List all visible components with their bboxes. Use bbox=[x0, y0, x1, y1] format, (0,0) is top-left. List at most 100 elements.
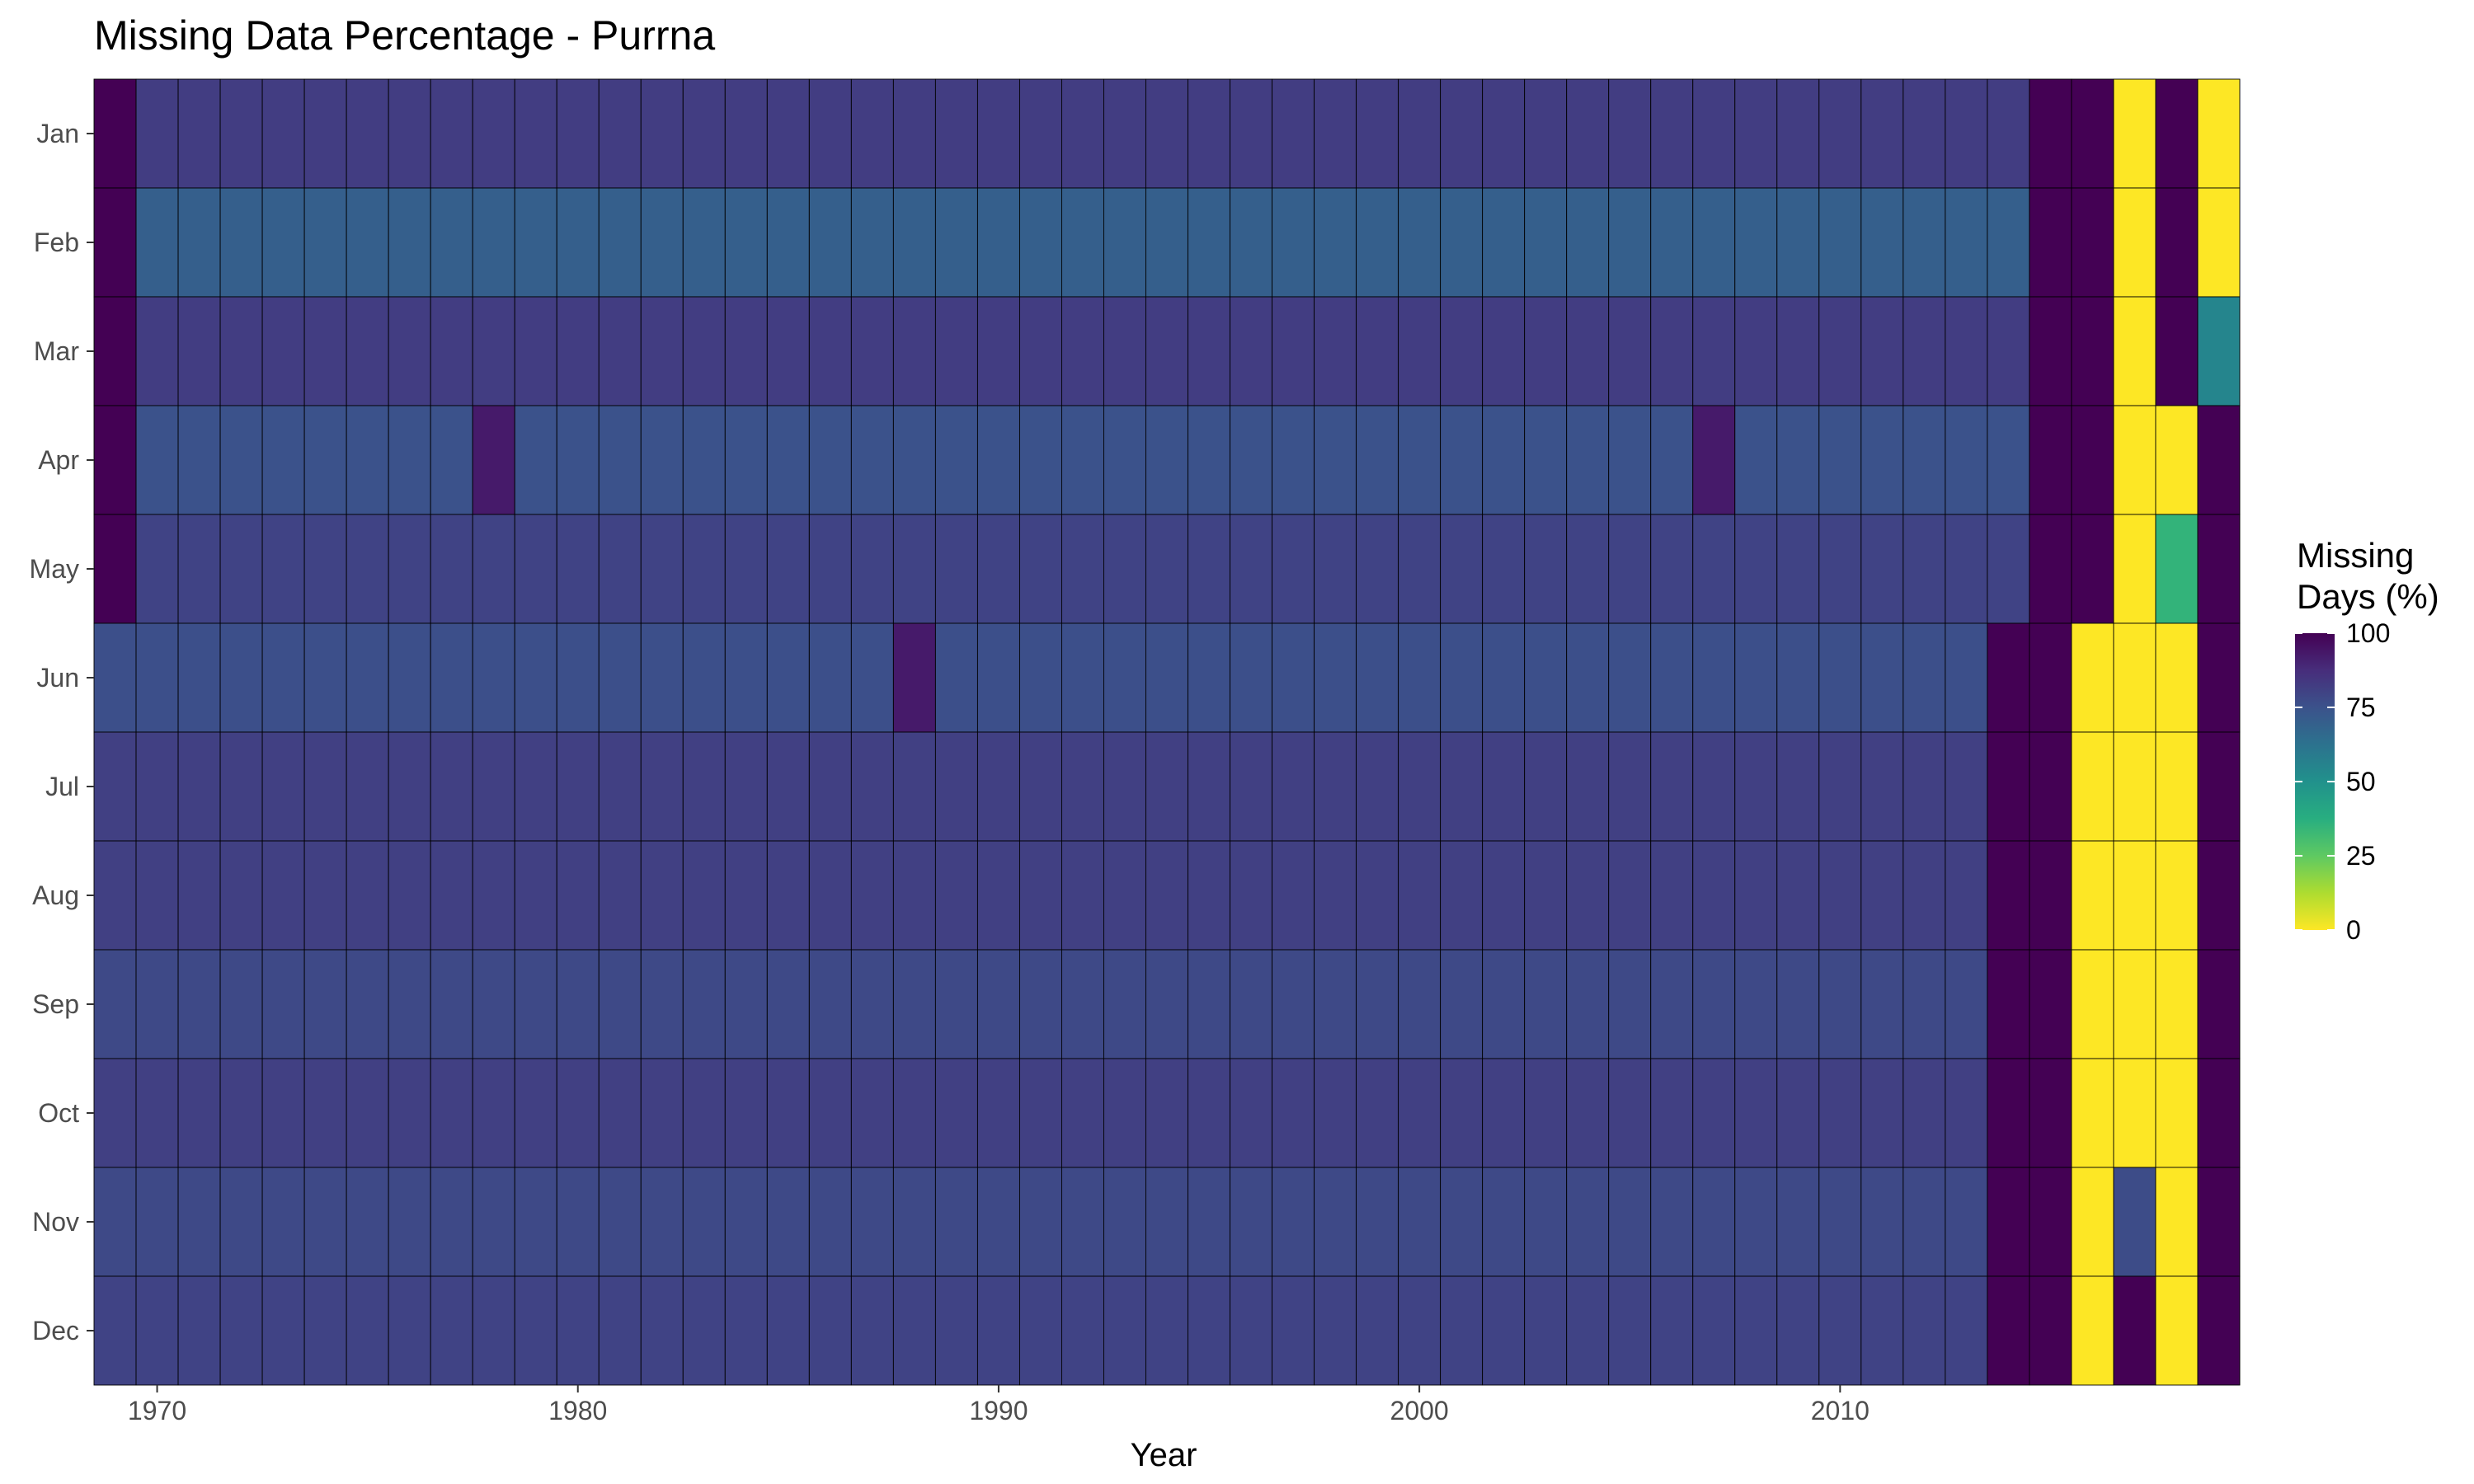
heatmap-cell-1973-apr bbox=[261, 405, 305, 515]
heatmap-cell-2000-dec bbox=[1398, 1275, 1442, 1386]
heatmap-cell-2009-jul bbox=[1776, 731, 1820, 842]
heatmap-cell-2015-sep bbox=[2029, 949, 2072, 1059]
heatmap-cell-1994-mar bbox=[1145, 296, 1188, 406]
heatmap-cell-1976-dec bbox=[388, 1275, 431, 1386]
heatmap-cell-1979-jan bbox=[514, 78, 557, 189]
heatmap-cell-1984-dec bbox=[724, 1275, 768, 1386]
heatmap-cell-1989-jan bbox=[934, 78, 978, 189]
legend-label-100: 100 bbox=[2346, 618, 2390, 648]
heatmap-cell-2001-jun bbox=[1440, 622, 1484, 733]
heatmap-cell-2002-apr bbox=[1482, 405, 1526, 515]
heatmap-cell-2017-may bbox=[2113, 514, 2157, 624]
heatmap-cell-1984-nov bbox=[724, 1167, 768, 1277]
heatmap-cell-1974-oct bbox=[303, 1058, 347, 1168]
heatmap-cell-1985-oct bbox=[766, 1058, 810, 1168]
heatmap-cell-1988-jun bbox=[892, 622, 936, 733]
heatmap-cell-1991-nov bbox=[1018, 1167, 1062, 1277]
heatmap-cell-2003-dec bbox=[1524, 1275, 1568, 1386]
heatmap-cell-2002-jul bbox=[1482, 731, 1526, 842]
heatmap-cell-2009-aug bbox=[1776, 840, 1820, 951]
heatmap-cell-2010-mar bbox=[1818, 296, 1862, 406]
heatmap-cell-2012-feb bbox=[1903, 187, 1946, 298]
heatmap-cell-1977-dec bbox=[430, 1275, 473, 1386]
heatmap-cell-2002-oct bbox=[1482, 1058, 1526, 1168]
heatmap-cell-1997-nov bbox=[1272, 1167, 1315, 1277]
heatmap-cell-2009-may bbox=[1776, 514, 1820, 624]
heatmap-cell-1999-mar bbox=[1356, 296, 1399, 406]
heatmap-cell-1981-oct bbox=[598, 1058, 642, 1168]
heatmap-cell-2017-mar bbox=[2113, 296, 2157, 406]
heatmap-cell-1981-jun bbox=[598, 622, 642, 733]
heatmap-cell-2017-aug bbox=[2113, 840, 2157, 951]
heatmap-cell-2003-apr bbox=[1524, 405, 1568, 515]
heatmap-cell-1992-sep bbox=[1061, 949, 1104, 1059]
heatmap-cell-1994-oct bbox=[1145, 1058, 1188, 1168]
x-tick-label-2000: 2000 bbox=[1390, 1396, 1449, 1425]
heatmap-cell-2015-jan bbox=[2029, 78, 2072, 189]
heatmap-cell-1977-jun bbox=[430, 622, 473, 733]
heatmap-cell-1984-may bbox=[724, 514, 768, 624]
heatmap-cell-1988-feb bbox=[892, 187, 936, 298]
heatmap-cell-2007-jan bbox=[1692, 78, 1736, 189]
heatmap-cell-2011-feb bbox=[1860, 187, 1904, 298]
heatmap-cell-2008-feb bbox=[1734, 187, 1778, 298]
heatmap-cell-1990-nov bbox=[976, 1167, 1020, 1277]
heatmap-cell-1998-mar bbox=[1314, 296, 1357, 406]
heatmap-cell-1982-aug bbox=[640, 840, 684, 951]
heatmap-cell-1975-jun bbox=[346, 622, 389, 733]
heatmap-cell-2000-jan bbox=[1398, 78, 1442, 189]
heatmap-cell-1979-may bbox=[514, 514, 557, 624]
heatmap-cell-2018-oct bbox=[2155, 1058, 2199, 1168]
legend: Missing Days (%) 100 75 50 25 0 bbox=[2295, 536, 2439, 945]
heatmap-cell-2007-feb bbox=[1692, 187, 1736, 298]
heatmap-cell-2007-aug bbox=[1692, 840, 1736, 951]
heatmap-cell-2001-dec bbox=[1440, 1275, 1484, 1386]
heatmap-cell-1982-sep bbox=[640, 949, 684, 1059]
heatmap-cell-1979-oct bbox=[514, 1058, 557, 1168]
legend-label-75: 75 bbox=[2346, 693, 2376, 722]
heatmap-cell-1992-apr bbox=[1061, 405, 1104, 515]
heatmap-cell-1979-aug bbox=[514, 840, 557, 951]
heatmap-cell-2000-apr bbox=[1398, 405, 1442, 515]
heatmap-cell-1988-jul bbox=[892, 731, 936, 842]
heatmap-cell-2002-aug bbox=[1482, 840, 1526, 951]
heatmap-cell-2005-sep bbox=[1608, 949, 1652, 1059]
heatmap-cell-1982-oct bbox=[640, 1058, 684, 1168]
heatmap-cell-1981-sep bbox=[598, 949, 642, 1059]
heatmap-cell-1990-aug bbox=[976, 840, 1020, 951]
heatmap-cell-2002-mar bbox=[1482, 296, 1526, 406]
y-tick-label-dec: Dec bbox=[32, 1316, 79, 1345]
heatmap-cell-2007-dec bbox=[1692, 1275, 1736, 1386]
heatmap-cell-1974-apr bbox=[303, 405, 347, 515]
heatmap-cell-2018-aug bbox=[2155, 840, 2199, 951]
heatmap-cell-1973-dec bbox=[261, 1275, 305, 1386]
heatmap-cell-1977-nov bbox=[430, 1167, 473, 1277]
heatmap-cell-1974-aug bbox=[303, 840, 347, 951]
heatmap-cell-1999-dec bbox=[1356, 1275, 1399, 1386]
heatmap-cells bbox=[93, 78, 2241, 1386]
heatmap-cell-1996-oct bbox=[1230, 1058, 1273, 1168]
heatmap-cell-1972-jan bbox=[219, 78, 263, 189]
heatmap-cell-2011-aug bbox=[1860, 840, 1904, 951]
heatmap-cell-1985-feb bbox=[766, 187, 810, 298]
y-tick-label-feb: Feb bbox=[34, 228, 79, 257]
heatmap-cell-2011-jan bbox=[1860, 78, 1904, 189]
heatmap-cell-2007-mar bbox=[1692, 296, 1736, 406]
heatmap-cell-2004-jun bbox=[1566, 622, 1610, 733]
heatmap-cell-1978-oct bbox=[472, 1058, 515, 1168]
heatmap-cell-1979-mar bbox=[514, 296, 557, 406]
heatmap-cell-1995-oct bbox=[1188, 1058, 1230, 1168]
legend-ticks: 100 75 50 25 0 bbox=[2295, 618, 2390, 945]
heatmap-cell-1973-jul bbox=[261, 731, 305, 842]
heatmap-cell-2006-mar bbox=[1650, 296, 1694, 406]
heatmap-cell-1996-jun bbox=[1230, 622, 1273, 733]
heatmap-cell-1997-jun bbox=[1272, 622, 1315, 733]
heatmap-cell-2011-may bbox=[1860, 514, 1904, 624]
heatmap-cell-1986-aug bbox=[808, 840, 852, 951]
heatmap-cell-2014-sep bbox=[1987, 949, 2030, 1059]
heatmap-cell-2003-jul bbox=[1524, 731, 1568, 842]
heatmap-cell-2013-nov bbox=[1945, 1167, 1988, 1277]
heatmap-cell-1988-nov bbox=[892, 1167, 936, 1277]
heatmap-cell-2016-mar bbox=[2071, 296, 2114, 406]
heatmap-cell-1971-oct bbox=[177, 1058, 221, 1168]
